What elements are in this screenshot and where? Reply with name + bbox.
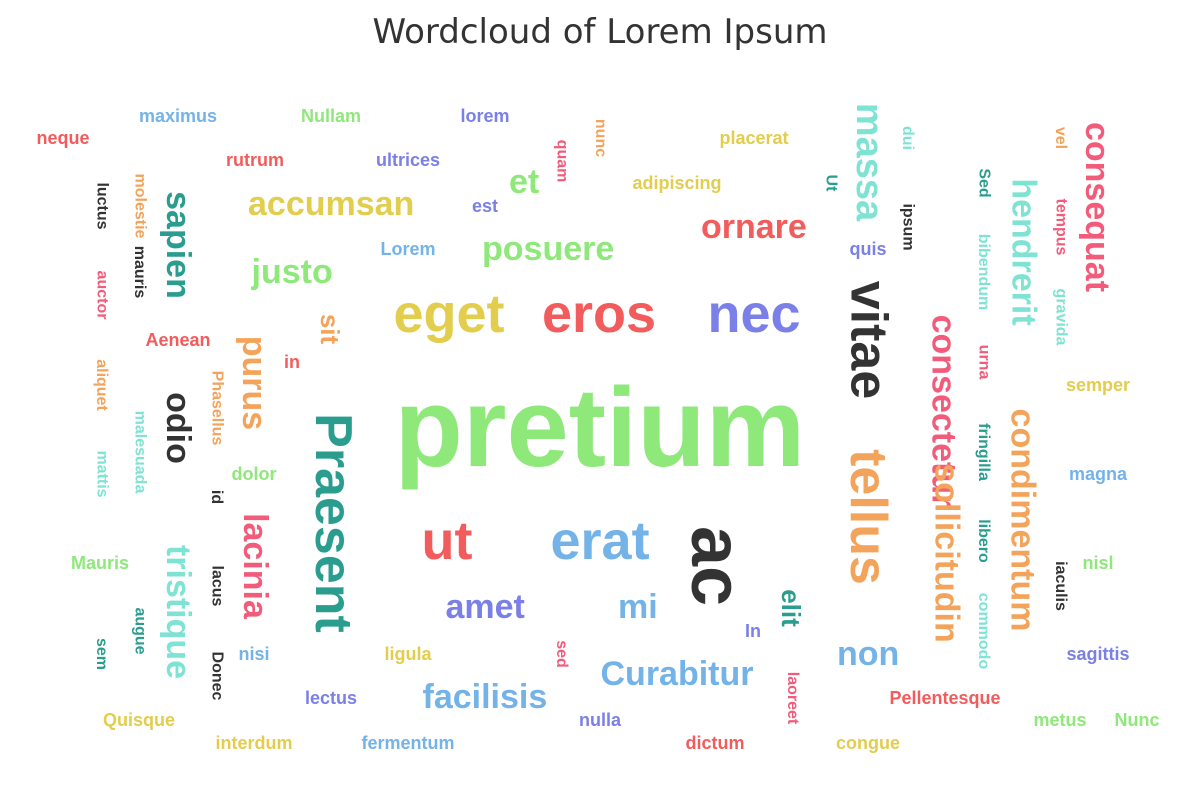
word-mauris: mauris <box>131 245 149 299</box>
word-tempus: tempus <box>1051 198 1069 256</box>
word-laoreet: laoreet <box>784 671 802 725</box>
word-dictum: dictum <box>685 733 745 753</box>
word-posuere: posuere <box>482 230 615 268</box>
word-ut: Ut <box>821 174 839 192</box>
word-lacinia: lacinia <box>235 513 274 619</box>
word-quam: quam <box>552 139 570 183</box>
word-tristique: tristique <box>159 544 198 680</box>
word-hendrerit: hendrerit <box>1004 178 1043 326</box>
word-placerat: placerat <box>719 128 789 148</box>
word-curabitur: Curabitur <box>600 655 754 693</box>
word-ornare: ornare <box>701 208 807 246</box>
word-commodo: commodo <box>975 592 993 670</box>
word-lorem: lorem <box>460 106 510 126</box>
word-iaculis: iaculis <box>1051 561 1069 611</box>
word-accumsan: accumsan <box>248 185 415 223</box>
word-id: id <box>208 489 226 505</box>
word-facilisis: facilisis <box>422 678 548 716</box>
word-dolor: dolor <box>231 464 277 484</box>
word-sem: sem <box>93 637 111 671</box>
word-purus: purus <box>235 335 274 431</box>
word-sollicitudin: sollicitudin <box>927 463 966 643</box>
word-tellus: tellus <box>838 449 897 585</box>
word-magna: magna <box>1069 464 1128 484</box>
word-condimentum: condimentum <box>1002 408 1041 632</box>
word-fringilla: fringilla <box>974 423 992 481</box>
word-semper: semper <box>1066 375 1131 395</box>
word-pellentesque: Pellentesque <box>889 688 1001 708</box>
word-sed: sed <box>552 640 570 668</box>
word-nunc: nunc <box>592 118 610 158</box>
word-maximus: maximus <box>139 106 218 126</box>
word-eros: eros <box>542 284 657 344</box>
word-quis: quis <box>849 239 887 259</box>
word-ac: ac <box>676 525 757 607</box>
word-mattis: mattis <box>93 450 111 498</box>
word-sed: Sed <box>975 168 993 198</box>
word-adipiscing: adipiscing <box>632 173 722 193</box>
word-aenean: Aenean <box>145 330 211 350</box>
word-urna: urna <box>974 344 992 380</box>
word-auctor: auctor <box>92 270 110 320</box>
word-sagittis: sagittis <box>1066 644 1130 664</box>
word-non: non <box>837 635 900 673</box>
word-justo: justo <box>251 253 333 291</box>
word-interdum: interdum <box>215 733 293 753</box>
word-nulla: nulla <box>579 710 622 730</box>
word-dui: dui <box>899 126 916 150</box>
word-ut: ut <box>421 511 473 571</box>
word-luctus: luctus <box>93 182 111 230</box>
word-gravida: gravida <box>1051 288 1069 346</box>
word-neque: neque <box>36 128 90 148</box>
word-rutrum: rutrum <box>226 150 284 170</box>
word-nisi: nisi <box>238 644 270 664</box>
word-nunc: Nunc <box>1114 710 1160 730</box>
word-lectus: lectus <box>305 688 358 708</box>
word-augue: augue <box>131 607 149 655</box>
word-consequat: consequat <box>1078 121 1117 293</box>
word-massa: massa <box>848 102 891 222</box>
word-odio: odio <box>158 392 197 464</box>
word-molestie: molestie <box>130 173 148 239</box>
word-nullam: Nullam <box>301 106 362 126</box>
word-libero: libero <box>974 519 992 563</box>
word-est: est <box>472 196 499 216</box>
word-quisque: Quisque <box>103 710 176 730</box>
word-ligula: ligula <box>384 644 432 664</box>
word-mauris: Mauris <box>71 553 130 573</box>
word-in: In <box>745 621 761 641</box>
word-praesent: Praesent <box>303 413 362 633</box>
word-nec: nec <box>707 284 801 344</box>
word-aliquet: aliquet <box>92 359 110 411</box>
word-ultrices: ultrices <box>376 150 441 170</box>
word-nisl: nisl <box>1082 553 1114 573</box>
word-erat: erat <box>550 511 650 571</box>
word-congue: congue <box>836 733 901 753</box>
word-lorem: Lorem <box>380 239 436 259</box>
word-vel: vel <box>1052 126 1070 150</box>
word-phasellus: Phasellus <box>207 370 225 446</box>
word-sapien: sapien <box>158 191 197 299</box>
word-fermentum: fermentum <box>361 733 455 753</box>
word-pretium: pretium <box>394 365 806 490</box>
word-eget: eget <box>393 284 505 344</box>
word-metus: metus <box>1033 710 1087 730</box>
word-sit: sit <box>315 313 346 345</box>
chart-title: Wordcloud of Lorem Ipsum <box>372 12 828 52</box>
word-elit: elit <box>775 589 806 627</box>
word-malesuada: malesuada <box>130 410 148 494</box>
word-in: in <box>284 352 300 372</box>
word-vitae: vitae <box>838 280 897 400</box>
word-donec: Donec <box>207 651 225 701</box>
word-bibendum: bibendum <box>975 233 993 311</box>
word-ipsum: ipsum <box>899 203 917 251</box>
word-lacus: lacus <box>207 565 225 607</box>
word-mi: mi <box>618 588 658 626</box>
word-et: et <box>509 163 540 201</box>
word-amet: amet <box>445 588 525 626</box>
